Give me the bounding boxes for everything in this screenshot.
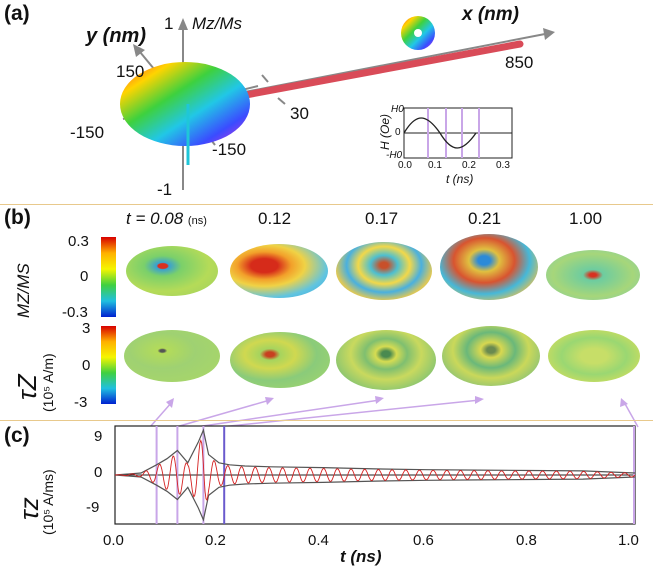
row1-colorbar [101,237,116,317]
inset-ylabel: H (Oe) [378,114,392,150]
inset-ytick-mid: 0 [395,127,401,138]
z-axis-arrow [178,18,188,30]
separator-ab [0,204,653,205]
separator-bc [0,420,653,421]
inset-ytick-top: H0 [391,104,404,115]
inset-ytick-bottom: -H0 [386,150,403,161]
row1-tick: -0.3 [62,304,88,321]
rod-width-label: 30 [290,104,309,123]
c-ytick: -9 [86,499,100,516]
row1-tick: 0.3 [68,233,89,250]
x-axis-arrow [543,28,555,40]
envelope-line [114,474,636,522]
mz-surface-t1 [230,244,328,298]
tau-surface-t1 [230,332,330,388]
inset-field-plot [403,107,513,159]
mz-surface-t2 [336,242,432,300]
x-axis-label: x (nm) [462,4,519,25]
y-axis-label: y (nm) [86,25,146,47]
inset-xlabel: t (ns) [446,172,474,186]
c-ytick: 0 [94,464,103,481]
z-tick-pos: 1 [164,14,174,33]
row2-tick: 0 [82,357,91,374]
tau-surface-t3 [442,326,540,386]
c-xtick: 0.2 [205,532,226,549]
y-tick-neg: -150 [70,123,105,142]
time-label-4: 1.00 [569,209,603,228]
row2-colorbar [101,326,116,404]
panel-c-xlabel: t (ns) [340,547,382,566]
mz-surface-t3 [440,234,538,300]
envelope-line [114,428,636,476]
panel-c-yunit: (10⁵ A/ms) [40,469,56,535]
inset-xtick: 0.0 [398,160,412,171]
panel-a-axes [120,16,555,190]
panel-a-label: (a) [4,2,30,25]
tau-surface-t0 [124,330,220,382]
c-xtick: 0.8 [516,532,537,549]
z-axis-label: Mz/Ms [192,14,243,33]
nanowire-rod [231,40,524,101]
row2-tick: 3 [82,320,91,337]
c-xtick: 1.0 [618,532,639,549]
time-label-3: 0.21 [468,209,502,228]
mz-surface-t0 [126,246,218,296]
c-xtick: 0.0 [103,532,124,549]
panel-b-label: (b) [4,206,31,229]
inset-xtick: 0.3 [496,160,510,171]
inset-xtick: 0.2 [462,160,476,171]
time-label-0: t = 0.08 (ns) [126,209,207,228]
y-axis-arrow [133,44,145,57]
tau-surface-t2 [336,330,436,390]
c-ytick: 9 [94,428,103,445]
row1-tick: 0 [80,268,89,285]
vortex-disk [120,62,250,146]
x-axis-max: 850 [505,53,534,72]
time-label-1: 0.12 [258,209,292,228]
tau-signal-line [115,438,636,502]
tau-chart [114,425,636,525]
y-tick-pos: 150 [116,62,145,81]
y-tick-neg2: -150 [212,140,247,159]
row1-label: MZ/MS [14,263,33,318]
inset-xtick: 0.1 [428,160,442,171]
marker-arrows [149,396,639,428]
tau-surface-t4 [548,330,640,382]
c-xtick: 0.4 [308,532,329,549]
z-tick-neg: -1 [157,180,173,199]
row2-tick: -3 [74,394,88,411]
time-label-2: 0.17 [365,209,399,228]
mz-surface-t4 [546,250,640,300]
c-xtick: 0.6 [413,532,434,549]
panel-c-label: (c) [4,424,30,447]
